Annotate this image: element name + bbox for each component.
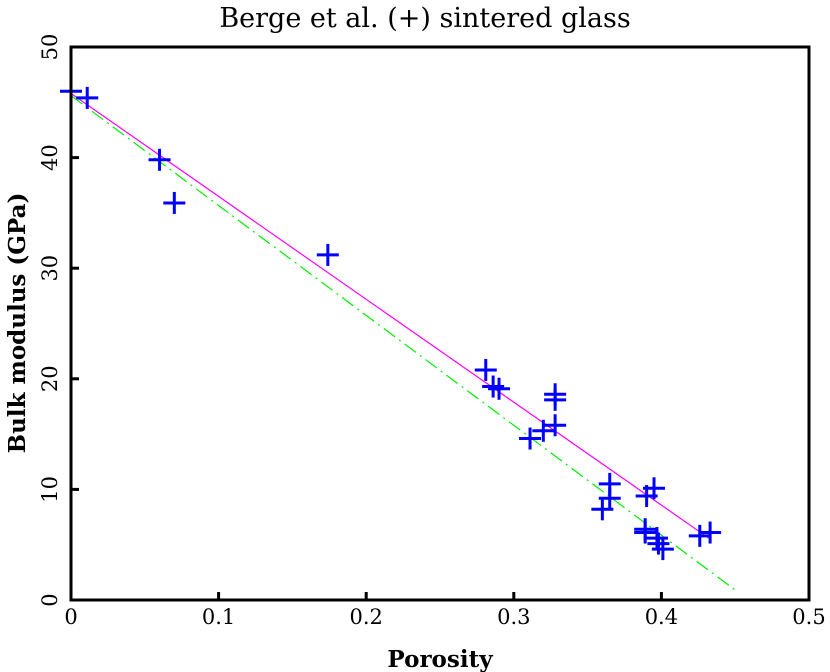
x-tick-label: 0.4: [645, 605, 678, 629]
data-point: [474, 358, 497, 381]
y-axis-label: Bulk modulus (GPa): [4, 193, 31, 454]
x-tick-label: 0.2: [349, 605, 382, 629]
data-point: [591, 498, 614, 521]
data-point: [651, 538, 674, 561]
fit-lines: [70, 92, 738, 592]
fit-line-2: [70, 95, 738, 592]
y-tick-label: 10: [38, 476, 62, 503]
x-tick-label: 0.5: [792, 605, 825, 629]
chart-title: Berge et al. (+) sintered glass: [219, 3, 630, 34]
data-point: [148, 148, 171, 171]
data-point: [634, 521, 657, 544]
data-point: [699, 521, 722, 544]
data-point: [532, 419, 555, 442]
data-point: [519, 427, 542, 450]
fit-line-1: [70, 92, 709, 539]
y-tick-label: 40: [38, 144, 62, 171]
y-tick-label: 30: [38, 255, 62, 282]
data-point: [598, 487, 621, 510]
data-point: [635, 485, 658, 508]
data-point: [688, 524, 711, 547]
data-point: [76, 86, 99, 109]
y-tick-label: 50: [38, 34, 62, 61]
plot-frame: [69, 45, 811, 602]
data-point: [316, 243, 339, 266]
data-point: [544, 388, 567, 411]
data-point: [544, 414, 567, 437]
y-tick-label: 0: [38, 593, 62, 606]
x-axis-label: Porosity: [387, 646, 493, 672]
x-tick-label: 0.1: [202, 605, 235, 629]
data-point: [163, 191, 186, 214]
data-points: [60, 80, 722, 561]
data-point: [488, 377, 511, 400]
x-tick-label: 0.3: [497, 605, 530, 629]
y-tick-label: 20: [38, 365, 62, 392]
data-point: [647, 532, 670, 555]
axis-ticks: 0 0.1 0.2 0.3 0.4 0.5 0 10 20 30 40 50: [38, 34, 826, 629]
x-tick-label: 0: [64, 605, 77, 629]
